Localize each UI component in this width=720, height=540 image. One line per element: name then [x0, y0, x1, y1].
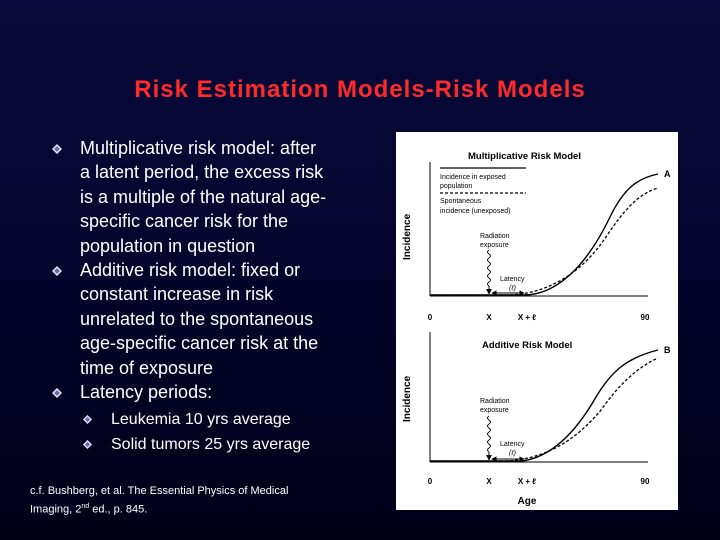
panel-a-tick: 90 [641, 313, 650, 322]
bullet-line: time of exposure [80, 357, 214, 378]
panel-b-tick: 0 [428, 477, 433, 486]
panel-b-tick: X [486, 477, 492, 486]
panel-a-latency-label: Latency [500, 276, 525, 283]
panel-additive: Additive Risk Model B Incidence Radiatio… [402, 332, 671, 507]
panel-a-tick: 0 [428, 313, 433, 322]
bullet-diamond-icon [52, 144, 62, 154]
panel-b-spontaneous-curve [430, 357, 659, 462]
legend-solid-text: population [440, 183, 472, 190]
bullet-line: a latent period, the excess risk [80, 162, 324, 183]
panel-b-exposed-curve [430, 349, 659, 462]
panel-b-title: Additive Risk Model [482, 340, 572, 351]
panel-a-title: Multiplicative Risk Model [468, 151, 581, 162]
panel-multiplicative: Multiplicative Risk Model A Incidence In… [402, 151, 671, 322]
bullet-diamond-icon [83, 415, 92, 425]
bullet-line: is a multiple of the natural age- [80, 186, 327, 207]
bullet-latency: Latency periods: [52, 380, 372, 404]
panel-b-latency-symbol: (ℓ) [509, 450, 516, 457]
panel-a-ylabel: Incidence [402, 213, 413, 260]
slide-title: Risk Estimation Models-Risk Models [134, 76, 586, 103]
bullet-additive: Additive risk model: fixed or constant i… [52, 258, 372, 380]
panel-a-letter: A [664, 169, 671, 179]
bullet-line: age-specific cancer risk at the [80, 333, 319, 354]
bullet-diamond-icon [52, 266, 62, 277]
bullet-multiplicative: Multiplicative risk model: after a laten… [52, 136, 372, 258]
panel-a-exposed-curve [430, 173, 659, 296]
panel-b-tick: X + ℓ [518, 477, 536, 486]
sub-bullet-text: Solid tumors 25 yrs average [111, 435, 311, 453]
bullet-diamond-icon [83, 439, 92, 449]
citation-superscript: nd [81, 503, 90, 510]
bullet-diamond-icon [52, 388, 62, 399]
panel-a-tick: X [486, 313, 492, 322]
citation-line-1: c.f. Bushberg, et al. The Essential Phys… [30, 485, 289, 497]
sub-bullet-text: Leukemia 10 yrs average [111, 411, 291, 429]
bullet-line: population in question [80, 235, 256, 256]
citation-line-2: Imaging, 2nd ed., p. 845. [30, 499, 360, 518]
panel-b-tick: 90 [641, 477, 650, 486]
bullet-line: Latency periods: [80, 382, 213, 403]
legend-solid-text: Incidence in exposed [440, 174, 506, 181]
panel-a-tick: X + ℓ [518, 313, 536, 322]
panel-a-exposure-wave-icon [487, 249, 491, 287]
citation-text: Imaging, 2 [30, 503, 82, 516]
sub-bullet-leukemia: Leukemia 10 yrs average [52, 408, 372, 433]
citation-text: ed., p. 845. [89, 503, 148, 516]
bullet-list: Multiplicative risk model: after a laten… [52, 136, 372, 457]
panel-b-xlabel: Age [518, 496, 537, 507]
sub-bullet-solid-tumors: Solid tumors 25 yrs average [52, 433, 372, 458]
panel-b-exposure-label: Radiation [480, 398, 510, 405]
panel-a-exposure-label: exposure [480, 242, 509, 249]
bullet-line: unrelated to the spontaneous [80, 308, 314, 329]
panel-b-latency-label: Latency [500, 441, 525, 448]
panel-b-letter: B [664, 345, 671, 355]
panel-a-spontaneous-curve [430, 187, 659, 296]
panel-b-exposure-label: exposure [480, 407, 509, 414]
citation: c.f. Bushberg, et al. The Essential Phys… [30, 484, 360, 518]
legend-dashed-text: incidence (unexposed) [440, 208, 510, 215]
panel-a-exposure-label: Radiation [480, 233, 510, 240]
legend-dashed-text: Spontaneous [440, 198, 482, 205]
panel-b-exposure-wave-icon [487, 415, 491, 453]
panel-b-ylabel: Incidence [402, 375, 413, 422]
bullet-line: constant increase in risk [80, 284, 274, 305]
risk-model-figure: Multiplicative Risk Model A Incidence In… [396, 132, 678, 510]
bullet-line: Multiplicative risk model: after [80, 138, 317, 158]
bullet-line: Additive risk model: fixed or [80, 260, 301, 281]
bullet-line: specific cancer risk for the [80, 211, 289, 232]
panel-a-latency-symbol: (ℓ) [509, 285, 516, 292]
